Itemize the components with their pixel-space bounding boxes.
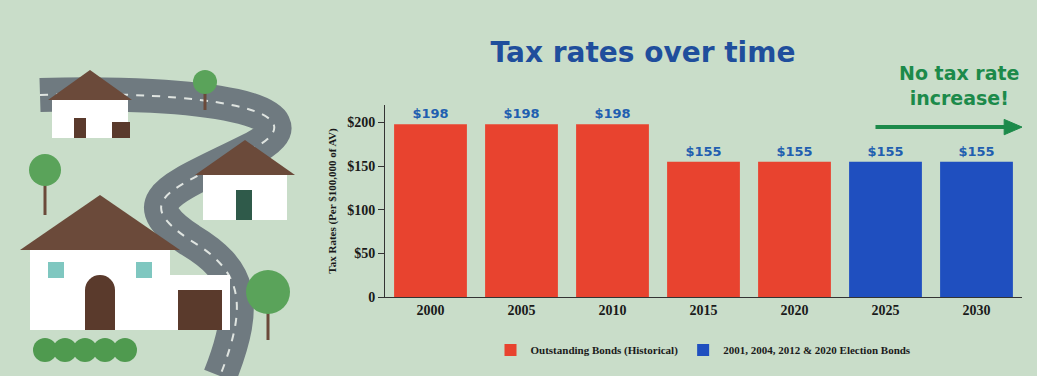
svg-text:2015: 2015 — [690, 303, 718, 318]
svg-text:Outstanding Bonds (Historical): Outstanding Bonds (Historical) — [531, 344, 679, 357]
svg-text:$155: $155 — [776, 144, 812, 159]
svg-text:0: 0 — [368, 290, 375, 305]
svg-text:2025: 2025 — [872, 303, 900, 318]
svg-text:2020: 2020 — [781, 303, 809, 318]
svg-text:$198: $198 — [412, 106, 448, 121]
svg-text:$155: $155 — [958, 144, 994, 159]
svg-text:Tax Rates (Per $100,000 of AV): Tax Rates (Per $100,000 of AV) — [326, 128, 339, 274]
svg-text:$200: $200 — [347, 115, 375, 130]
svg-text:2000: 2000 — [417, 303, 445, 318]
svg-text:2010: 2010 — [599, 303, 627, 318]
svg-text:No tax rateincrease!: No tax rateincrease! — [899, 62, 1020, 109]
svg-text:Tax rates over time: Tax rates over time — [491, 36, 796, 69]
svg-text:$155: $155 — [867, 144, 903, 159]
svg-text:$50: $50 — [354, 246, 375, 261]
svg-text:2030: 2030 — [963, 303, 991, 318]
svg-text:$198: $198 — [594, 106, 630, 121]
svg-text:$150: $150 — [347, 159, 375, 174]
svg-text:$155: $155 — [685, 144, 721, 159]
svg-text:2001, 2004, 2012 & 2020 Electi: 2001, 2004, 2012 & 2020 Election Bonds — [723, 344, 911, 356]
svg-text:$100: $100 — [347, 203, 375, 218]
svg-text:$198: $198 — [503, 106, 539, 121]
svg-text:2005: 2005 — [508, 303, 536, 318]
